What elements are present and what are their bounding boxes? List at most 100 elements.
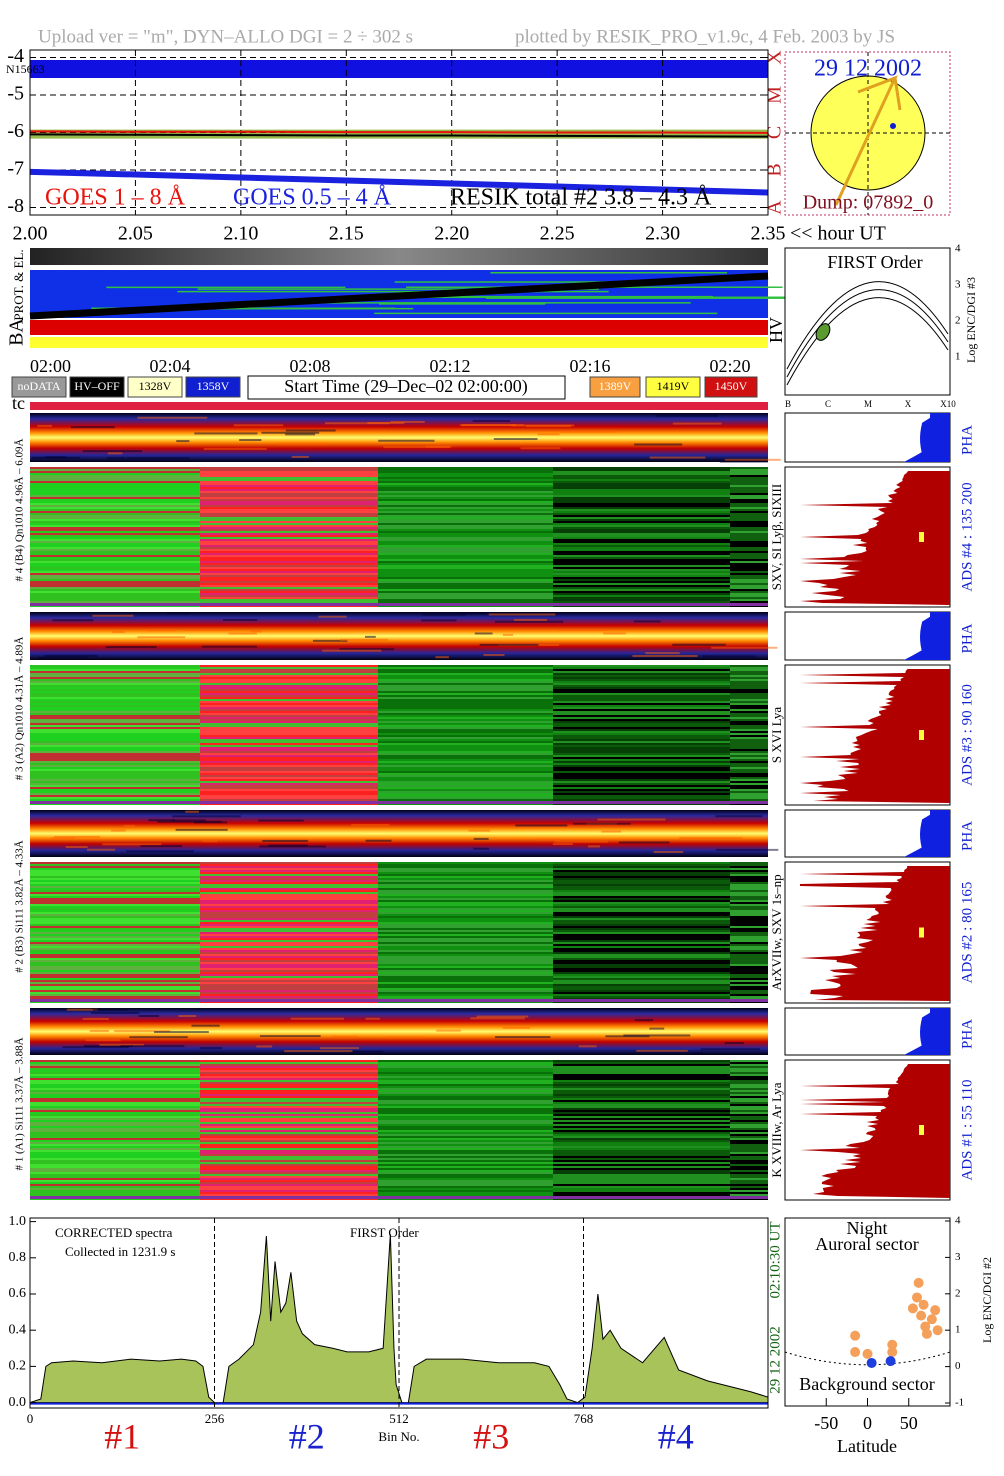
spectrogram-line: [730, 1090, 768, 1092]
spectrogram-line: [553, 739, 730, 741]
spectrogram-line: [730, 733, 768, 735]
spectrogram-line: [378, 1106, 553, 1108]
spectrogram-line: [730, 878, 768, 880]
spectrogram-line: [553, 936, 730, 938]
spectrogram-line: [200, 511, 378, 513]
spectrogram-line: [200, 862, 378, 864]
spectrogram-line: [730, 1194, 768, 1196]
pha-noise: [634, 1019, 654, 1022]
spectrogram-line: [730, 928, 768, 930]
spectrogram-line: [553, 926, 730, 928]
spectrogram-line: [553, 1112, 730, 1114]
spectrogram-line: [730, 541, 768, 543]
spectrogram-line: [378, 545, 553, 547]
spectrogram-line: [553, 1182, 730, 1184]
y-axis-label: Log ENC/DGI #2: [980, 1257, 994, 1343]
spectrogram-line: [378, 972, 553, 974]
spectrogram-line: [553, 575, 730, 577]
spectrogram-line: [553, 677, 730, 679]
spectrogram-line: [730, 687, 768, 689]
spectrogram-line: [200, 599, 378, 601]
spectrogram-line: [200, 930, 378, 932]
spectrogram-line: [200, 775, 378, 777]
spectrogram-line: [30, 747, 200, 749]
spectrogram-line: [378, 1060, 553, 1062]
spectrogram-line: [730, 966, 768, 968]
pha-noise: [185, 810, 200, 813]
spectrogram-line: [730, 569, 768, 571]
spectrogram-line: [378, 697, 553, 699]
spectrogram-line: [200, 493, 378, 495]
spectrogram-line: [730, 926, 768, 928]
spectrogram-line: [553, 1128, 730, 1130]
spectrogram-line: [378, 1094, 553, 1096]
spectrogram-line: [30, 557, 200, 559]
spectrogram-line: [553, 1140, 730, 1142]
spectrogram-line: [30, 886, 200, 888]
spectrogram-line: [30, 1090, 200, 1092]
spectrogram-line: [200, 1068, 378, 1070]
spectrogram-line: [730, 908, 768, 910]
spectrogram-line: [378, 1184, 553, 1186]
spectrogram-line: [730, 1126, 768, 1128]
spectrogram-line: [200, 1084, 378, 1086]
x-tick-label: 2.20: [434, 223, 469, 245]
spectrogram-line: [30, 984, 200, 986]
spectrogram-line: [200, 739, 378, 741]
spectrogram-line: [200, 713, 378, 715]
spectrogram-line: [553, 948, 730, 950]
spectrogram-line: [553, 789, 730, 791]
spectrogram-line: [30, 988, 200, 990]
background-curve: [784, 1351, 951, 1366]
pha-noise: [603, 632, 626, 635]
spectrogram-line: [200, 1062, 378, 1064]
y-tick-label: 0.2: [9, 1359, 27, 1374]
spectrogram-line: [378, 761, 553, 763]
pha-noise: [261, 431, 320, 434]
spectrogram-line: [200, 1080, 378, 1082]
spectrogram-line: [30, 519, 200, 521]
spectrogram-line: [30, 1174, 200, 1176]
pha-noise: [365, 839, 392, 842]
series-line: [29, 168, 769, 196]
spectrogram-line: [200, 725, 378, 727]
pha-noise: [488, 613, 556, 616]
ads-label: ADS #2 : 80 165: [959, 882, 975, 984]
spectrogram-line: [378, 589, 553, 591]
spectrogram-line: [30, 675, 200, 677]
spectrogram-line: [730, 783, 768, 785]
pha-noise: [421, 619, 457, 622]
spectrogram-line: [200, 761, 378, 763]
pha-noise: [618, 841, 670, 844]
spectrogram-line: [553, 731, 730, 733]
spectrogram-line: [378, 866, 553, 868]
spectrogram-line: [553, 1152, 730, 1154]
spectrogram-line: [378, 511, 553, 513]
spectrogram-line: [378, 569, 553, 571]
spectrogram-line: [378, 992, 553, 994]
spectrogram-line: [730, 964, 768, 966]
spectrogram-line: [730, 940, 768, 942]
spectrogram-line: [378, 864, 553, 866]
spectrogram-line: [553, 467, 730, 469]
time-label: 02:04: [149, 356, 190, 376]
pha-noise: [653, 850, 684, 853]
spectrogram-line: [730, 976, 768, 978]
spectrogram-line: [730, 705, 768, 707]
spectrogram-line: [30, 769, 200, 771]
spectrogram-line: [730, 505, 768, 507]
spectrogram-line: [378, 693, 553, 695]
spectrogram-line: [30, 868, 200, 870]
spectrogram-line: [730, 787, 768, 789]
spectrogram-line: [730, 1164, 768, 1166]
spectrogram-line: [553, 469, 730, 471]
spectrogram-line: [730, 681, 768, 683]
spectrogram-line: [30, 571, 200, 573]
spectrogram-line: [378, 914, 553, 916]
spectrogram-line: [200, 597, 378, 599]
spectrogram-line: [30, 1146, 200, 1148]
spectrogram-line: [730, 958, 768, 960]
spectrogram-line: [730, 757, 768, 759]
spectrogram-line: [30, 894, 200, 896]
spectrogram-line: [378, 795, 553, 797]
